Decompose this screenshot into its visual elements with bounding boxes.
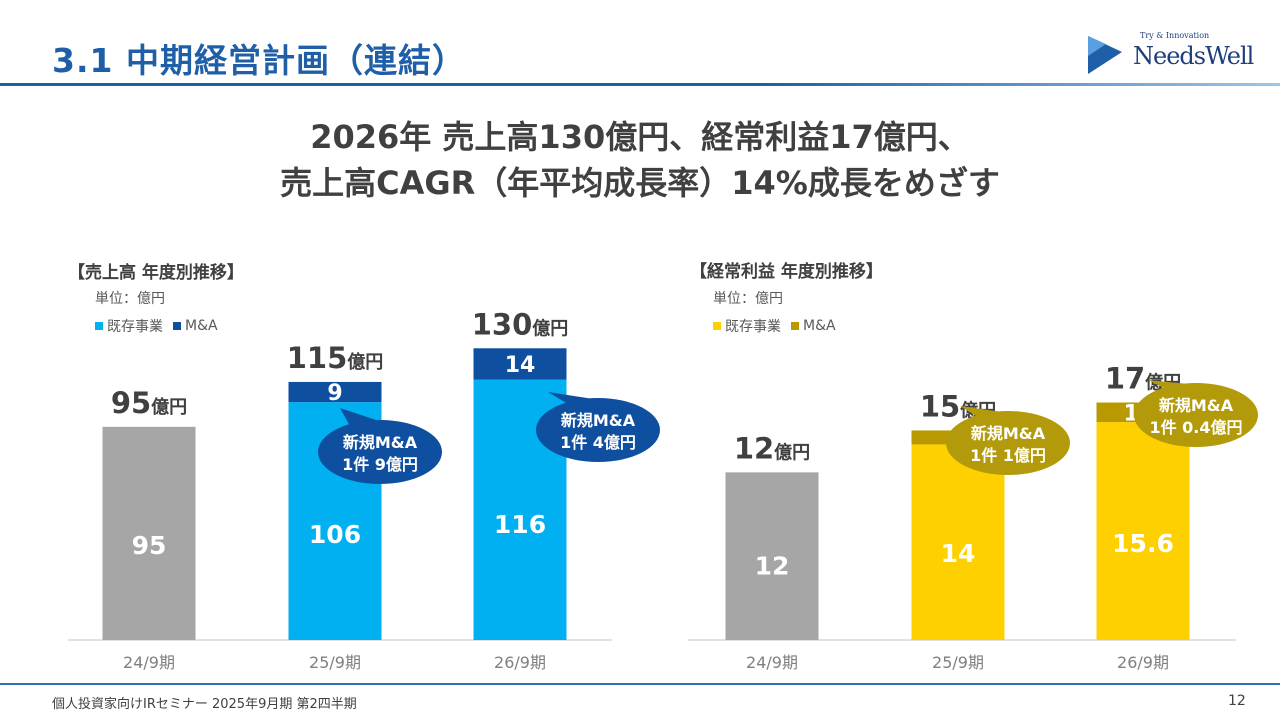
x-tick-label: 25/9期 xyxy=(932,653,984,672)
company-logo xyxy=(1088,36,1122,74)
sales-unit-label: 単位：億円 xyxy=(95,291,165,307)
sales-chart-title: 【売上高 年度別推移】 xyxy=(68,263,244,283)
bar-total-label: 95億円 xyxy=(111,386,187,420)
header-divider xyxy=(0,83,1280,86)
bar-existing xyxy=(725,472,819,640)
x-tick-label: 25/9期 xyxy=(309,653,361,672)
callout-line1: 新規M&A xyxy=(971,424,1046,443)
legend-swatch-existing xyxy=(95,322,103,330)
logo-tagline: Try & Innovation xyxy=(1140,31,1210,40)
headline-line1: 2026年 売上高130億円、経常利益17億円、 xyxy=(310,118,970,156)
bar-existing-label: 12 xyxy=(755,552,790,581)
callout-bubble xyxy=(318,420,442,484)
x-tick-label: 24/9期 xyxy=(746,653,798,672)
legend-label-ma: M&A xyxy=(803,318,836,334)
headline-line2: 売上高CAGR（年平均成長率）14%成長をめざす xyxy=(280,164,1000,202)
legend-label-existing: 既存事業 xyxy=(725,319,781,335)
callout-bubble xyxy=(1134,383,1258,447)
bar-total-label: 130億円 xyxy=(472,307,569,341)
profit-legend: 既存事業 M&A xyxy=(713,316,836,336)
footer-divider xyxy=(0,683,1280,685)
legend-label-existing: 既存事業 xyxy=(107,319,163,335)
bar-total-label: 12億円 xyxy=(734,431,810,465)
callout-bubble xyxy=(536,398,660,462)
logo-wordmark: NeedsWell xyxy=(1133,42,1254,70)
bar-ma-label: 14 xyxy=(505,353,536,378)
callout-line1: 新規M&A xyxy=(343,433,418,452)
bar-existing-label: 95 xyxy=(132,531,167,560)
profit-unit-label: 単位：億円 xyxy=(713,291,783,307)
bar-existing-label: 14 xyxy=(941,539,976,568)
sales-legend: 既存事業 M&A xyxy=(95,316,218,336)
bar-existing-label: 106 xyxy=(309,520,361,549)
logo-triangle-accent-icon xyxy=(1088,36,1106,56)
footer-text: 個人投資家向けIRセミナー 2025年9月期 第2四半期 xyxy=(52,697,357,712)
bar-ma-label: 9 xyxy=(327,381,342,406)
x-tick-label: 26/9期 xyxy=(494,653,546,672)
callout-line2: 1件 0.4億円 xyxy=(1149,418,1242,437)
legend-swatch-existing xyxy=(713,322,721,330)
bar-ma xyxy=(473,348,567,380)
page-number: 12 xyxy=(1228,693,1246,709)
x-tick-label: 24/9期 xyxy=(123,653,175,672)
bar-total-label: 115億円 xyxy=(287,341,384,375)
callout-line1: 新規M&A xyxy=(1159,396,1234,415)
callout-line2: 1件 4億円 xyxy=(560,433,636,452)
x-tick-label: 26/9期 xyxy=(1117,653,1169,672)
legend-swatch-ma xyxy=(791,322,799,330)
bar-existing xyxy=(1096,422,1190,640)
callout-line2: 1件 1億円 xyxy=(970,446,1046,465)
bar-existing-label: 116 xyxy=(494,510,546,539)
callout-line1: 新規M&A xyxy=(561,411,636,430)
profit-chart-title: 【経常利益 年度別推移】 xyxy=(690,262,883,282)
bar-existing xyxy=(102,426,196,640)
callout-line2: 1件 9億円 xyxy=(342,455,418,474)
bar-existing xyxy=(911,444,1005,640)
callout-pointer xyxy=(1148,380,1198,389)
page-title: 3.1 中期経営計画（連結） xyxy=(52,41,466,80)
legend-swatch-ma xyxy=(173,322,181,330)
callout-bubble xyxy=(946,411,1070,475)
bar-existing-label: 15.6 xyxy=(1112,529,1174,558)
legend-label-ma: M&A xyxy=(185,318,218,334)
bar-ma xyxy=(288,381,382,403)
